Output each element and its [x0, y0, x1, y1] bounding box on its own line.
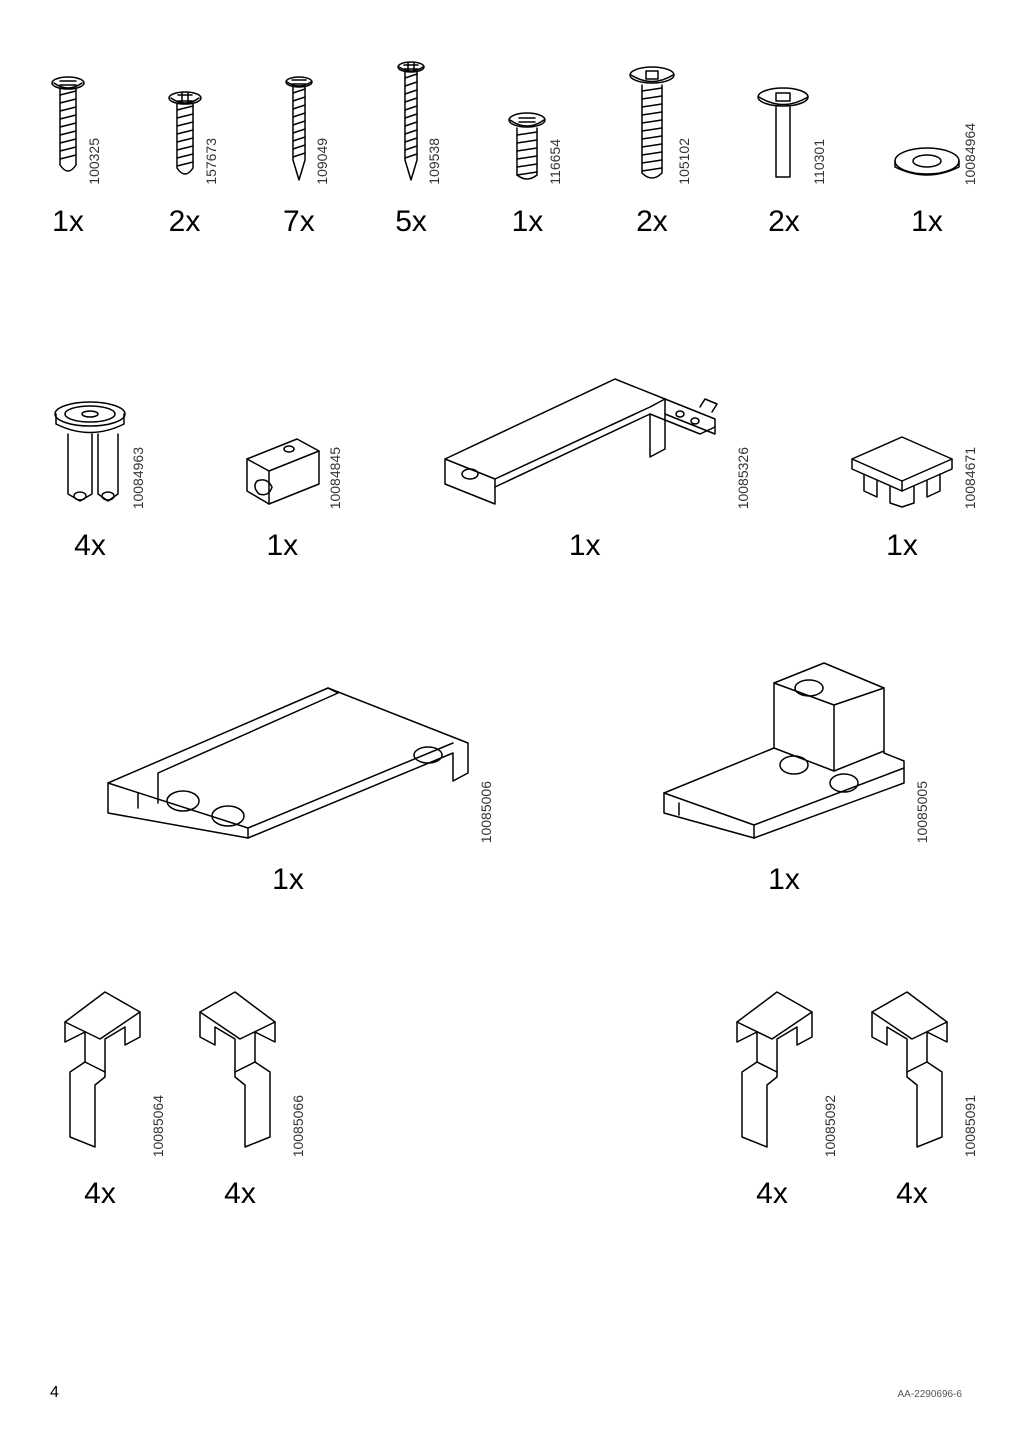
part-number: 10084845 — [327, 447, 343, 509]
quantity-label: 5x — [395, 205, 427, 239]
clip-icon — [862, 977, 962, 1157]
cap-icon — [842, 429, 962, 509]
part-number: 105102 — [676, 138, 692, 185]
part-number: 109538 — [426, 138, 442, 185]
screw-icon — [50, 75, 86, 185]
clip-icon — [722, 977, 822, 1157]
screw-icon — [396, 60, 426, 185]
quantity-label: 1x — [52, 205, 84, 239]
bracket-icon — [435, 359, 735, 509]
part-number: 109049 — [314, 138, 330, 185]
quantity-label: 1x — [569, 529, 601, 563]
part-number: 10085064 — [150, 1095, 166, 1157]
part-105102: 105102 2x — [628, 65, 676, 239]
bracket-icon — [654, 653, 914, 843]
part-10084845: 10084845 1x — [237, 429, 327, 563]
part-10085005: 10085005 1x — [654, 653, 914, 897]
part-10084964: 10084964 1x — [892, 145, 962, 239]
part-10084963: 10084963 4x — [50, 399, 130, 563]
part-10085064: 10085064 4x — [50, 977, 150, 1211]
parts-row-1: 100325 1x 157673 2x 1090 — [50, 60, 962, 239]
clip-icon — [190, 977, 290, 1157]
quantity-label: 4x — [84, 1177, 116, 1211]
bolt-icon — [628, 65, 676, 185]
quantity-label: 1x — [768, 863, 800, 897]
part-number: 10084963 — [130, 447, 146, 509]
part-number: 10084964 — [962, 123, 978, 185]
part-number: 10085091 — [962, 1095, 978, 1157]
part-number: 10085006 — [478, 781, 494, 843]
part-109049: 109049 7x — [283, 75, 315, 239]
washer-icon — [892, 145, 962, 185]
part-10085006: 10085006 1x — [98, 673, 478, 897]
part-109538: 109538 5x — [395, 60, 427, 239]
page-footer: 4 AA-2290696-6 — [50, 1384, 962, 1402]
part-10085326: 10085326 1x — [435, 359, 735, 563]
part-number: 157673 — [203, 138, 219, 185]
quantity-label: 1x — [911, 205, 943, 239]
screw-icon — [284, 75, 314, 185]
bolt-icon — [507, 110, 547, 185]
part-100325: 100325 1x — [50, 75, 86, 239]
document-id: AA-2290696-6 — [898, 1389, 963, 1400]
part-number: 116654 — [547, 139, 563, 185]
quantity-label: 4x — [74, 529, 106, 563]
part-157673: 157673 2x — [167, 90, 203, 239]
part-110301: 110301 2x — [756, 85, 811, 239]
clip-icon — [50, 977, 150, 1157]
part-number: 10085092 — [822, 1095, 838, 1157]
part-number: 10084671 — [962, 447, 978, 509]
parts-row-4: 10085064 4x 10085066 4x 10085092 — [50, 977, 962, 1211]
hinge-icon — [237, 429, 327, 509]
quantity-label: 4x — [756, 1177, 788, 1211]
bracket-icon — [98, 673, 478, 843]
quantity-label: 7x — [283, 205, 315, 239]
quantity-label: 4x — [896, 1177, 928, 1211]
quantity-label: 4x — [224, 1177, 256, 1211]
quantity-label: 1x — [512, 205, 544, 239]
parts-row-2: 10084963 4x 10084845 1x — [50, 359, 962, 563]
part-116654: 116654 1x — [507, 110, 547, 239]
caster-icon — [50, 399, 130, 509]
parts-group-right: 10085092 4x 10085091 4x — [722, 977, 962, 1211]
parts-row-3: 10085006 1x 10085005 1x — [50, 653, 962, 897]
part-10084671: 10084671 1x — [842, 429, 962, 563]
quantity-label: 1x — [272, 863, 304, 897]
quantity-label: 2x — [169, 205, 201, 239]
part-number: 10085066 — [290, 1095, 306, 1157]
screw-icon — [167, 90, 203, 185]
part-number: 10085326 — [735, 447, 751, 509]
quantity-label: 2x — [636, 205, 668, 239]
parts-group-left: 10085064 4x 10085066 4x — [50, 977, 290, 1211]
part-10085066: 10085066 4x — [190, 977, 290, 1211]
page-number: 4 — [50, 1384, 59, 1402]
quantity-label: 2x — [768, 205, 800, 239]
quantity-label: 1x — [266, 529, 298, 563]
part-10085092: 10085092 4x — [722, 977, 822, 1211]
bolt-icon — [756, 85, 811, 185]
part-number: 10085005 — [914, 781, 930, 843]
part-number: 100325 — [86, 138, 102, 185]
quantity-label: 1x — [886, 529, 918, 563]
part-number: 110301 — [811, 139, 827, 185]
part-10085091: 10085091 4x — [862, 977, 962, 1211]
